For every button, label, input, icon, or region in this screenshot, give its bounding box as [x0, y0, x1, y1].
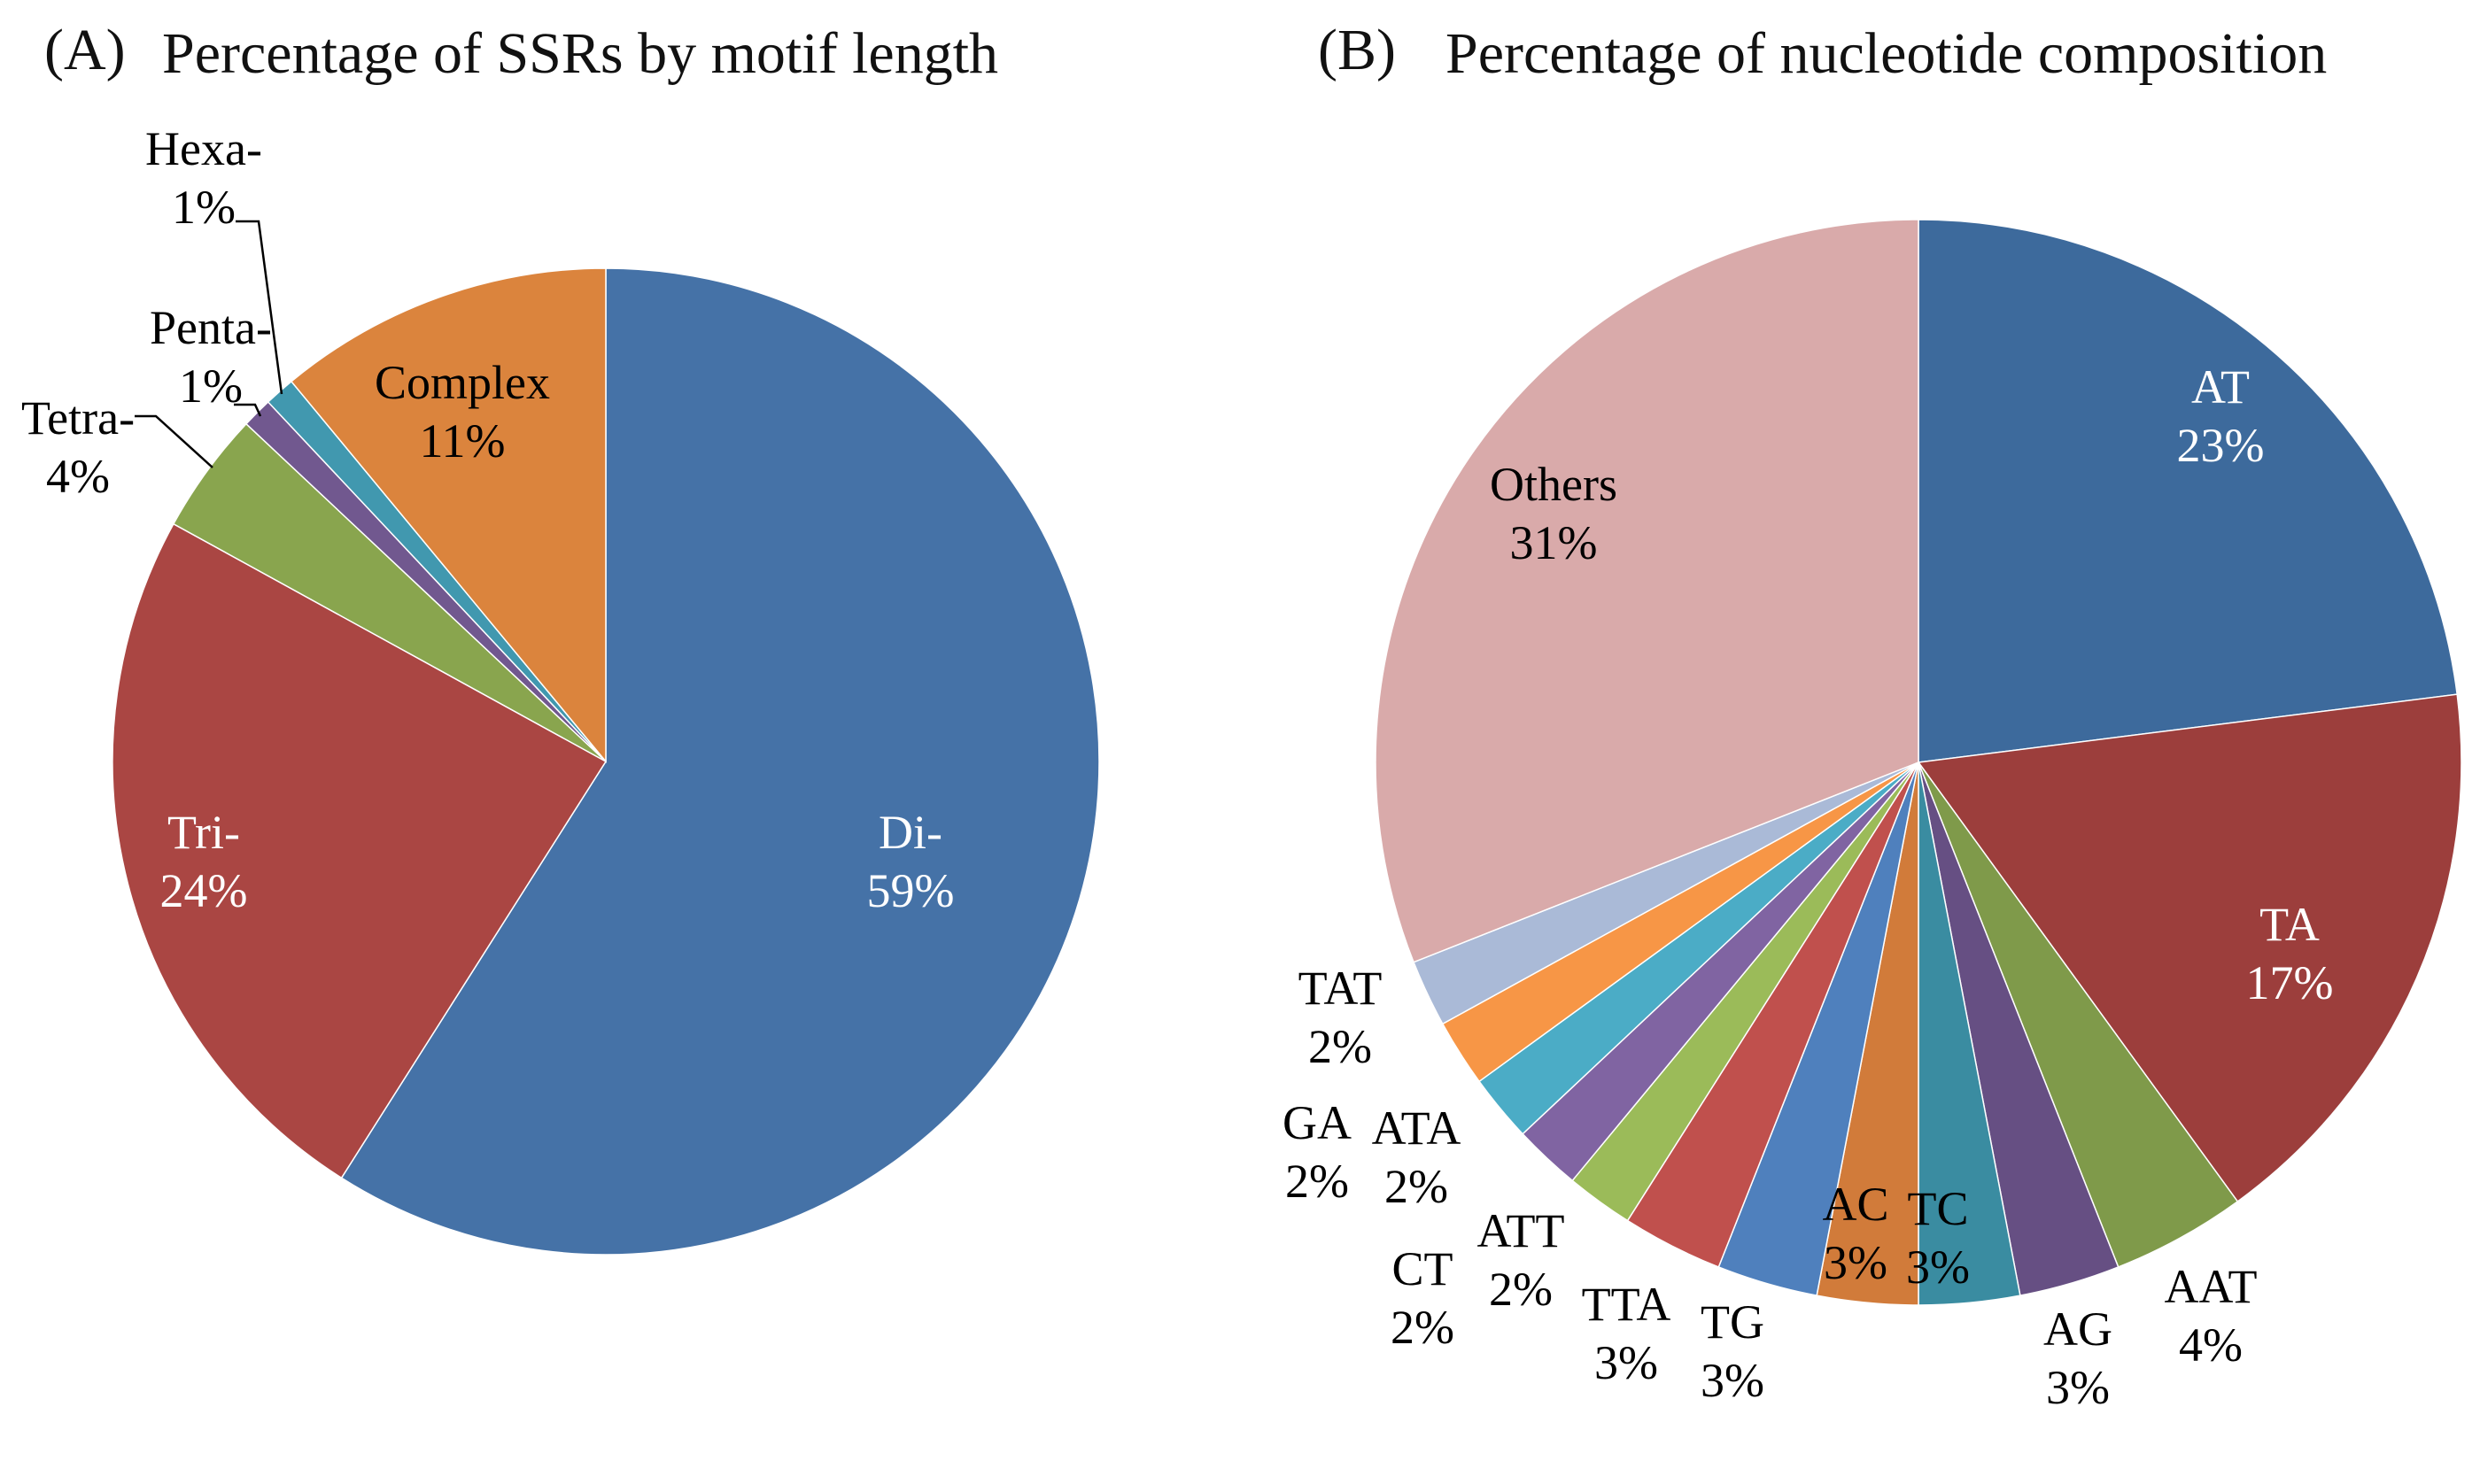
pie-b-label-tat: TAT 2% — [1298, 962, 1383, 1073]
pie-a-label-tri: Tri-24% — [160, 806, 248, 917]
pie-a-slice-tri — [112, 522, 608, 1179]
pie-b-label-ct: CT 2% — [1391, 1242, 1454, 1354]
pie-a-label-hexa: Hexa-1% — [145, 122, 262, 234]
pie-b-slice-others — [1375, 219, 1919, 963]
pie-a-leader-tetra — [135, 414, 213, 468]
pie-b-label-others: Others 31% — [1490, 458, 1617, 569]
pie-b-label-at: AT 23% — [2177, 360, 2265, 472]
pie-a-labels: Di-59% Tri-24% Tetra-4%Penta-1% Hexa-1% Comp… — [21, 122, 955, 917]
panel-b-title: Percentage of nucleotide composition — [1445, 21, 2327, 86]
panel-a-letter: (A) — [44, 18, 126, 82]
pie-a-label-complex: Complex 11% — [375, 356, 550, 468]
pie-b-slices — [1375, 219, 2462, 1306]
panel-b: (B) Percentage of nucleotide composition… — [1283, 18, 2462, 1414]
panel-a-title: Percentage of SSRs by motif length — [162, 21, 998, 86]
pie-a-label-penta: Penta-1% — [150, 301, 272, 413]
pie-a-slice-complex — [290, 267, 607, 764]
pie-b-label-ag: AG 3% — [2043, 1302, 2112, 1414]
pie-b-label-ta: TA 17% — [2246, 898, 2334, 1009]
pie-b-label-ga: GA 2% — [1283, 1096, 1352, 1208]
pie-a-slices — [112, 267, 1100, 1256]
pie-b-label-aat: AAT 4% — [2165, 1260, 2258, 1372]
pie-b-slice-at — [1918, 219, 2459, 763]
pie-a-label-tetra: Tetra-4% — [21, 391, 135, 503]
pie-a-leader-penta — [234, 403, 262, 417]
panel-a: (A) Percentage of SSRs by motif length D… — [21, 18, 1100, 1256]
pie-a-label-di: Di-59% — [867, 806, 955, 917]
pie-b-label-tta: TTA 3% — [1582, 1278, 1671, 1389]
pie-b-labels: AT 23% TA 17% AAT 4% AG 3% TC 3% AC 3% TG 3% TTA 3%ATT 2… — [1283, 360, 2333, 1414]
pie-a-slice-di — [340, 267, 1100, 1256]
panel-b-letter: (B) — [1318, 18, 1396, 82]
pie-b-label-tc: TC 3% — [1906, 1182, 1970, 1294]
pie-a-leader-hexa — [236, 220, 283, 395]
pie-b-slice-ta — [1917, 693, 2462, 1202]
pie-b-label-att: ATT 2% — [1477, 1204, 1565, 1316]
pie-b-label-tg: TG 3% — [1701, 1295, 1764, 1407]
pie-b-label-ata: ATA 2% — [1372, 1101, 1461, 1213]
pie-b-label-ac: AC 3% — [1822, 1178, 1888, 1289]
pie-a-leaders — [135, 220, 283, 468]
